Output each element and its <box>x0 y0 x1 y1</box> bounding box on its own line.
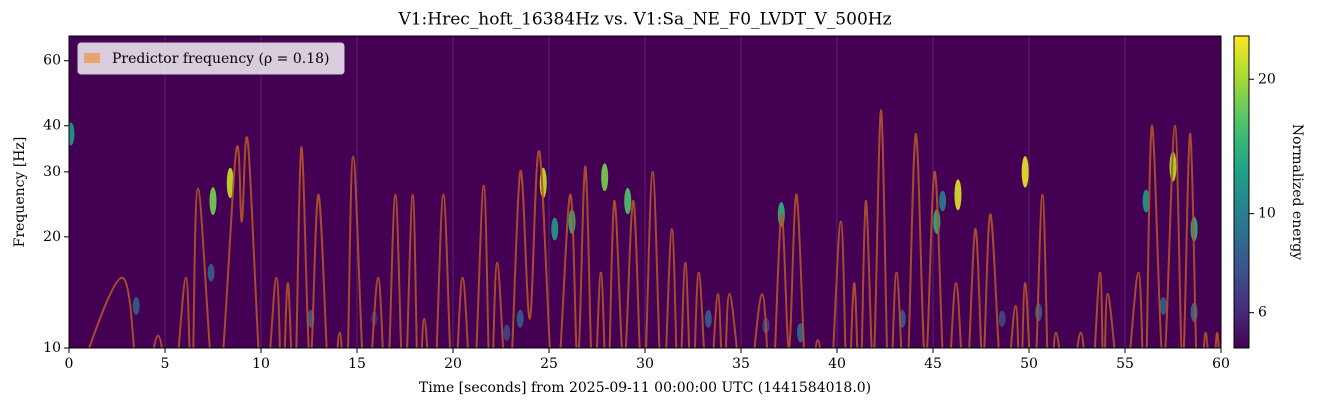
y-tick-label: 60 <box>43 53 61 69</box>
plot-area <box>69 36 1221 348</box>
series-line <box>88 109 1220 348</box>
x-tick-label: 45 <box>924 356 942 372</box>
colorbar-tick-label: 20 <box>1258 71 1276 87</box>
legend-label: Predictor frequency (ρ = 0.18) <box>112 51 329 67</box>
energy-blob <box>69 122 75 146</box>
x-tick-label: 5 <box>161 356 170 372</box>
y-axis-label: Frequency [Hz] <box>12 137 28 248</box>
x-tick-label: 55 <box>1116 356 1134 372</box>
energy-blob <box>209 187 217 216</box>
colorbar-tick-label: 10 <box>1258 206 1276 222</box>
plot-background <box>69 36 1221 348</box>
energy-blob <box>1021 156 1029 188</box>
x-tick-label: 60 <box>1212 356 1230 372</box>
x-axis-label: Time [seconds] from 2025-09-11 00:00:00 … <box>419 380 871 396</box>
legend-swatch <box>84 53 100 63</box>
x-tick-label: 30 <box>636 356 654 372</box>
y-tick-label: 30 <box>43 164 61 180</box>
energy-blob <box>704 309 712 328</box>
energy-blob <box>954 179 962 211</box>
colorbar-label: Normalized energy <box>1289 124 1305 260</box>
colorbar-tick-label: 6 <box>1258 305 1267 321</box>
energy-blob <box>624 187 632 215</box>
energy-blob <box>601 163 609 192</box>
x-tick-label: 15 <box>348 356 366 372</box>
x-tick-label: 40 <box>828 356 846 372</box>
x-tick-label: 25 <box>540 356 558 372</box>
energy-blob <box>207 263 215 282</box>
x-tick-label: 20 <box>444 356 462 372</box>
x-tick-label: 35 <box>732 356 750 372</box>
energy-blob <box>939 190 947 212</box>
x-tick-label: 10 <box>252 356 270 372</box>
y-tick-label: 20 <box>43 229 61 245</box>
legend: Predictor frequency (ρ = 0.18) <box>77 42 345 75</box>
energy-blob <box>132 297 140 315</box>
x-tick-label: 50 <box>1020 356 1038 372</box>
energy-blob <box>516 309 524 328</box>
energy-blob <box>1159 297 1167 315</box>
y-tick-label: 10 <box>43 340 61 356</box>
chart-title: V1:Hrec_hoft_16384Hz vs. V1:Sa_NE_F0_LVD… <box>397 10 891 30</box>
legend-box <box>77 42 345 75</box>
energy-blob <box>551 217 559 241</box>
colorbar <box>1233 35 1250 349</box>
energy-blob <box>998 310 1006 327</box>
x-tick-label: 0 <box>65 356 74 372</box>
y-tick-label: 40 <box>43 118 61 134</box>
energy-blob <box>503 324 511 341</box>
energy-blob <box>1142 189 1150 213</box>
energy-blob <box>226 167 234 199</box>
